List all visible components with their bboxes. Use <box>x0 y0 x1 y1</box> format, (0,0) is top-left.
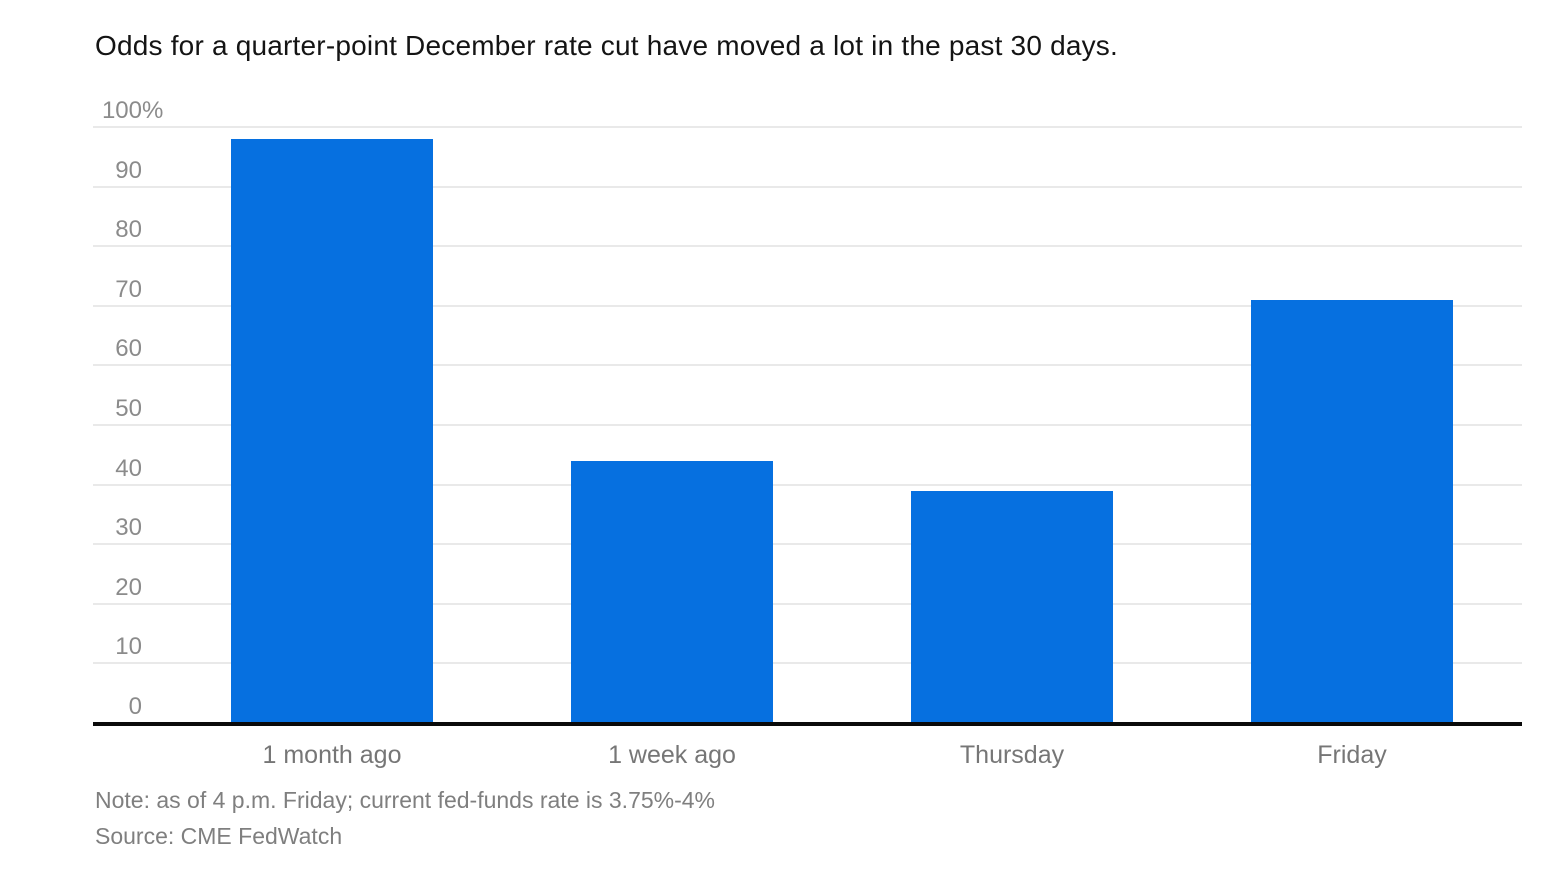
bar-1-month-ago <box>231 138 433 723</box>
bar-cell <box>162 127 502 723</box>
gridline <box>93 424 1522 426</box>
y-tick-label: 10 <box>95 635 142 659</box>
y-tick-label: 0 <box>95 695 142 719</box>
y-tick-label: 40 <box>95 454 142 482</box>
y-tick-value: 60 <box>115 335 142 363</box>
y-tick-label: 20 <box>95 573 142 601</box>
y-tick-value: 70 <box>115 275 142 303</box>
chart-source: Source: CME FedWatch <box>95 823 343 849</box>
bar-friday <box>1251 299 1453 723</box>
plot-area: 0 10 20 30 40 50 60 70 80 90 100% <box>93 99 1522 726</box>
y-tick-label: 50 <box>95 397 142 421</box>
y-tick-unit: % <box>142 97 164 124</box>
y-tick-value: 80 <box>115 216 142 244</box>
bar-cell <box>502 127 842 723</box>
y-tick-value: 90 <box>115 156 142 184</box>
y-tick-value: 10 <box>115 633 142 661</box>
y-tick-label: 90 <box>95 156 142 184</box>
y-tick-label: 80 <box>95 218 142 242</box>
chart-title: Odds for a quarter-point December rate c… <box>95 30 1118 61</box>
gridline <box>93 543 1522 546</box>
bar-thursday <box>911 490 1113 723</box>
chart-note: Note: as of 4 p.m. Friday; current fed-f… <box>95 787 716 813</box>
y-tick-value: 30 <box>115 514 142 542</box>
bar-1-week-ago <box>571 460 773 723</box>
y-tick-value: 0 <box>128 693 142 720</box>
y-tick-value: 40 <box>115 454 142 482</box>
x-axis-line <box>93 722 1522 726</box>
y-tick-value: 100 <box>101 97 142 124</box>
y-tick-value: 50 <box>115 395 142 422</box>
y-tick-label: 30 <box>95 516 142 540</box>
category-label: Friday <box>1317 741 1387 769</box>
gridline <box>93 185 1522 188</box>
bar-cell <box>1182 127 1522 723</box>
x-axis-category-labels: 1 month ago 1 week ago Thursday Friday <box>162 740 1522 770</box>
category-label: 1 month ago <box>262 741 402 769</box>
y-tick-label: 100% <box>95 99 163 123</box>
category-label: Thursday <box>959 741 1065 769</box>
gridline <box>93 126 1522 128</box>
bars-layer <box>162 127 1522 723</box>
y-tick-label: 60 <box>95 337 142 361</box>
gridline <box>93 483 1522 486</box>
bar-cell <box>842 127 1182 723</box>
y-tick-label: 70 <box>95 275 142 303</box>
category-label: 1 week ago <box>608 741 736 769</box>
gridline <box>93 662 1522 665</box>
gridline <box>93 245 1522 248</box>
gridline <box>93 364 1522 367</box>
gridline <box>93 602 1522 605</box>
y-tick-value: 20 <box>115 573 142 601</box>
gridline <box>93 304 1522 307</box>
